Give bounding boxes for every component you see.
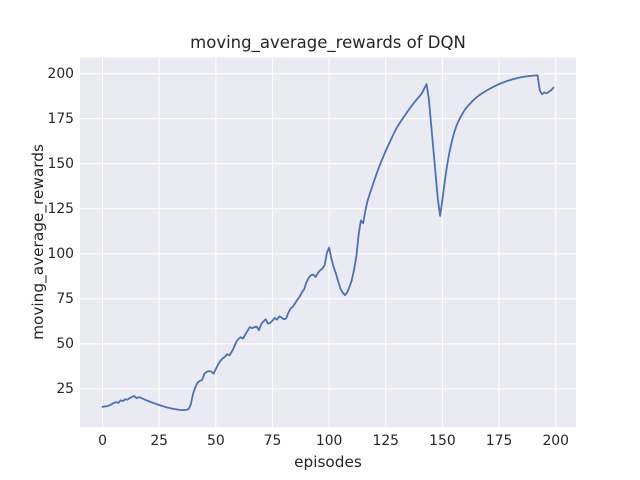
- y-tick-label: 100: [47, 245, 74, 262]
- x-tick-label: 25: [150, 433, 169, 449]
- y-tick-label: 50: [56, 335, 74, 352]
- x-tick-label: 0: [98, 433, 107, 449]
- x-tick-label: 175: [485, 433, 513, 449]
- series-lines: [101, 74, 555, 411]
- y-tick-label: 75: [56, 290, 74, 307]
- x-tick-label: 50: [206, 433, 225, 449]
- x-tick-label: 200: [542, 433, 569, 449]
- x-axis-label: episodes: [294, 453, 362, 471]
- y-tick-label: 25: [56, 380, 74, 397]
- x-tick-label: 75: [263, 433, 282, 449]
- grid-lines: [80, 57, 576, 428]
- chart-title: moving_average_rewards of DQN: [190, 33, 466, 52]
- x-tick-label: 100: [315, 433, 343, 449]
- y-axis-label: moving_average_rewards: [29, 144, 47, 340]
- x-tick-label: 125: [372, 433, 400, 449]
- y-tick-label: 125: [47, 200, 74, 217]
- y-tick-label: 175: [47, 110, 74, 127]
- dqn-rewards-line: [101, 74, 555, 411]
- x-tick-label: 150: [429, 433, 456, 449]
- y-tick-label: 200: [47, 65, 74, 82]
- plot-area: [80, 57, 576, 428]
- y-tick-label: 150: [47, 155, 74, 172]
